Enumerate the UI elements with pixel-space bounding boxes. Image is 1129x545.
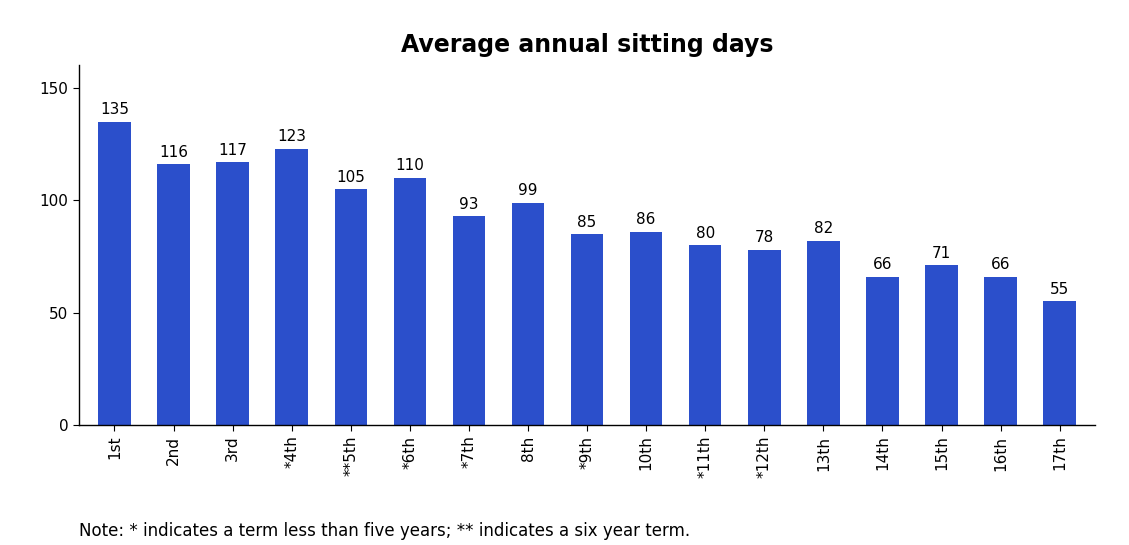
Title: Average annual sitting days: Average annual sitting days — [401, 33, 773, 57]
Text: 93: 93 — [460, 197, 479, 211]
Text: 82: 82 — [814, 221, 833, 237]
Text: 80: 80 — [695, 226, 715, 241]
Text: 66: 66 — [991, 257, 1010, 272]
Bar — [984, 277, 1017, 425]
Text: 110: 110 — [395, 158, 425, 173]
Bar — [689, 245, 721, 425]
Bar — [630, 232, 663, 425]
Bar — [511, 203, 544, 425]
Text: 55: 55 — [1050, 282, 1069, 297]
Bar — [571, 234, 603, 425]
Text: 86: 86 — [637, 212, 656, 227]
Text: 78: 78 — [754, 230, 774, 245]
Text: 117: 117 — [218, 143, 247, 158]
Bar — [217, 162, 248, 425]
Bar — [749, 250, 780, 425]
Bar — [453, 216, 485, 425]
Bar — [1043, 301, 1076, 425]
Text: 105: 105 — [336, 169, 365, 185]
Bar — [98, 122, 131, 425]
Text: 66: 66 — [873, 257, 892, 272]
Text: Note: * indicates a term less than five years; ** indicates a six year term.: Note: * indicates a term less than five … — [79, 522, 690, 540]
Text: 123: 123 — [278, 129, 306, 144]
Bar — [807, 241, 840, 425]
Bar — [275, 149, 308, 425]
Bar — [926, 265, 957, 425]
Text: 135: 135 — [100, 102, 129, 117]
Bar — [394, 178, 426, 425]
Bar — [334, 189, 367, 425]
Text: 116: 116 — [159, 145, 189, 160]
Text: 71: 71 — [931, 246, 951, 261]
Text: 85: 85 — [577, 215, 597, 229]
Bar — [866, 277, 899, 425]
Text: 99: 99 — [518, 183, 537, 198]
Bar — [157, 165, 190, 425]
